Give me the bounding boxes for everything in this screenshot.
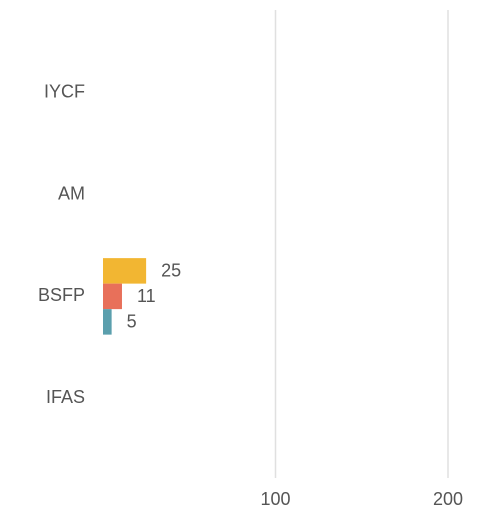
value-label: 25 bbox=[161, 261, 181, 281]
y-tick-label: BSFP bbox=[38, 285, 85, 305]
x-tick-label: 100 bbox=[260, 489, 290, 509]
bar bbox=[103, 283, 122, 310]
bar bbox=[103, 309, 112, 335]
y-tick-label: IYCF bbox=[44, 82, 85, 102]
value-label: 5 bbox=[127, 312, 137, 332]
bar bbox=[103, 258, 147, 284]
value-label: 11 bbox=[137, 286, 156, 306]
x-tick-label: 200 bbox=[433, 489, 463, 509]
y-tick-label: AM bbox=[58, 183, 85, 203]
y-tick-label: IFAS bbox=[46, 387, 85, 407]
